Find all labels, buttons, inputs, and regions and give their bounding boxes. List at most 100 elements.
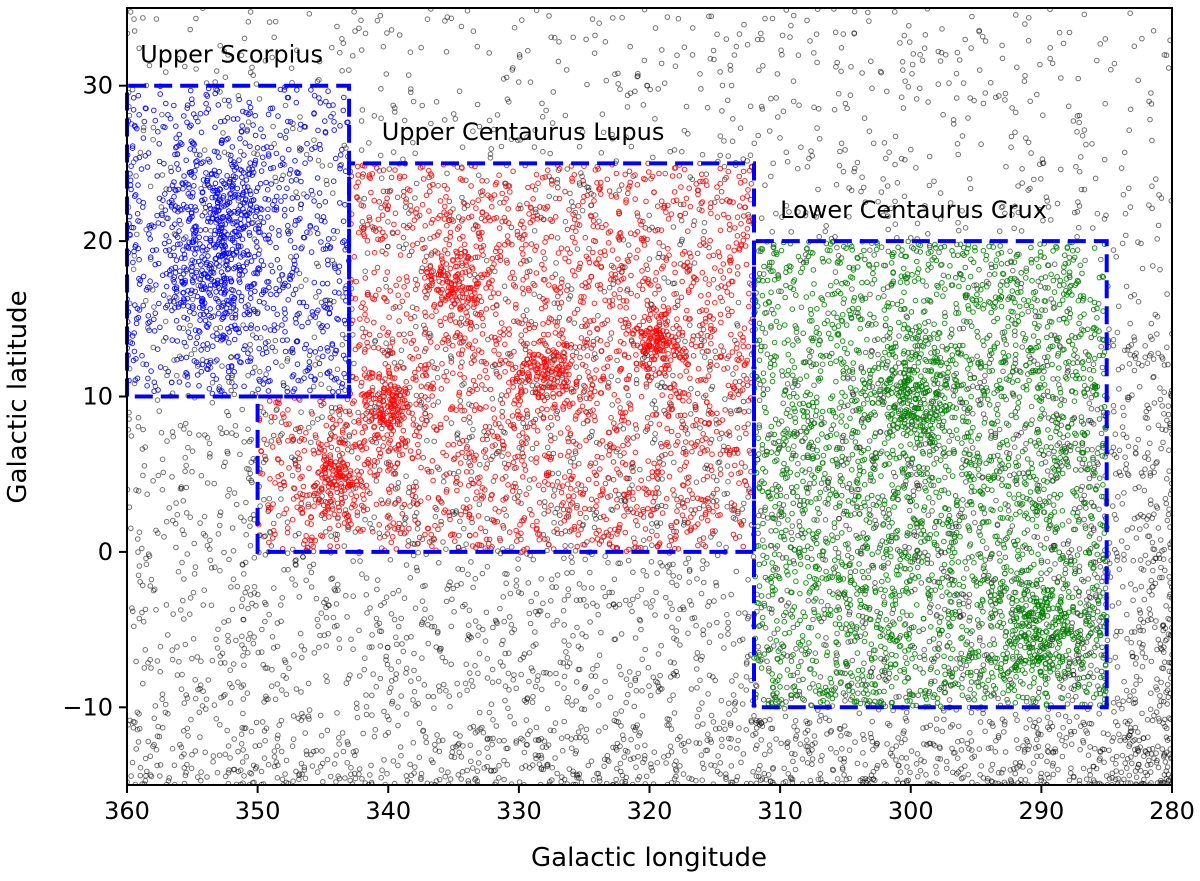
data-point-field <box>634 744 641 750</box>
data-point-field <box>1012 129 1018 136</box>
data-point-field <box>885 226 892 233</box>
data-point-field <box>346 67 352 73</box>
data-point-field <box>345 526 351 533</box>
data-point-field <box>151 715 158 722</box>
data-point-field <box>428 120 434 127</box>
data-point-field <box>639 656 646 663</box>
data-point-field <box>311 334 318 341</box>
data-point-field <box>870 665 876 671</box>
data-point-field <box>170 517 176 524</box>
data-point-field <box>533 590 540 597</box>
data-point-field <box>278 419 285 426</box>
data-point-field <box>955 723 962 730</box>
data-point-field <box>1145 425 1152 431</box>
data-point-field <box>486 424 493 430</box>
data-point-field <box>791 723 797 730</box>
data-point-field <box>1148 577 1155 584</box>
data-point-field <box>1132 661 1139 667</box>
data-point-field <box>519 765 525 771</box>
data-point-field <box>810 616 816 623</box>
data-point-field <box>590 666 596 672</box>
data-point-field <box>555 470 562 477</box>
data-point-field <box>947 200 954 206</box>
data-point-field <box>1155 764 1162 771</box>
data-point-field <box>647 86 654 93</box>
data-point-field <box>240 747 246 753</box>
data-point-field <box>1054 200 1061 207</box>
data-point-field <box>668 726 675 732</box>
data-point-field <box>762 751 768 758</box>
data-point-field <box>766 128 773 134</box>
data-point-field <box>1079 132 1086 139</box>
data-point-field <box>130 724 137 731</box>
data-point-field <box>666 569 672 575</box>
data-point-field <box>425 640 432 647</box>
data-point-field <box>536 761 543 768</box>
data-point-field <box>350 646 356 653</box>
data-point-field <box>340 294 346 300</box>
data-point-field <box>207 451 213 457</box>
data-point-field <box>235 679 241 686</box>
data-point-field <box>1011 444 1018 451</box>
data-point-field <box>222 74 229 80</box>
data-point-field <box>767 636 774 642</box>
data-point-field <box>644 83 651 89</box>
data-point-field <box>467 742 474 749</box>
data-point-field <box>779 555 786 561</box>
data-point-field <box>1150 356 1157 362</box>
data-point-field <box>527 79 534 85</box>
data-point-field <box>463 177 469 184</box>
data-point-field <box>131 16 137 22</box>
data-point-field <box>319 493 325 499</box>
data-point-field <box>769 15 776 22</box>
data-point-field <box>838 140 845 147</box>
data-point-field <box>410 98 417 105</box>
data-point-field <box>699 565 706 572</box>
data-point-field <box>467 670 473 676</box>
data-point-field <box>1056 29 1063 36</box>
data-point-field <box>378 175 385 181</box>
data-point-field <box>147 753 154 760</box>
data-point-field <box>176 658 182 665</box>
data-point-field <box>451 609 457 615</box>
data-point-field <box>640 537 647 544</box>
data-point-field <box>709 383 716 390</box>
data-point-field <box>1142 343 1148 349</box>
data-point-field <box>672 766 679 773</box>
data-point-field <box>547 150 554 157</box>
data-point-field <box>700 326 707 333</box>
data-point-field <box>565 592 571 599</box>
data-point-field <box>673 758 679 765</box>
data-point-field <box>448 661 455 668</box>
data-point-field <box>646 256 653 262</box>
data-point-field <box>323 643 330 649</box>
data-point-field <box>198 777 204 784</box>
data-point-field <box>262 552 269 558</box>
data-point-field <box>632 727 638 733</box>
data-point-field <box>259 719 266 725</box>
data-point-field <box>530 556 537 563</box>
data-point-field <box>271 34 278 41</box>
data-point-field <box>714 619 720 626</box>
data-point-field <box>241 518 247 524</box>
data-point-field <box>1017 643 1024 649</box>
data-point-field <box>532 206 539 213</box>
data-point-field <box>868 347 875 354</box>
data-point-field <box>1121 490 1127 496</box>
data-point-field <box>262 738 268 744</box>
data-point-field <box>451 754 458 761</box>
data-point-field <box>238 603 245 610</box>
data-point-field <box>866 18 872 24</box>
data-point-field <box>870 140 877 147</box>
data-point-field <box>245 119 252 125</box>
data-point-field <box>1022 777 1029 783</box>
data-point-field <box>699 777 706 784</box>
data-point-field <box>1156 192 1162 198</box>
data-point-field <box>612 711 619 717</box>
data-point-field <box>128 121 135 127</box>
data-point-field <box>701 228 708 235</box>
data-point-field <box>575 729 582 735</box>
data-point-field <box>202 749 208 756</box>
data-point-field <box>520 654 527 661</box>
data-point-field <box>990 636 997 643</box>
